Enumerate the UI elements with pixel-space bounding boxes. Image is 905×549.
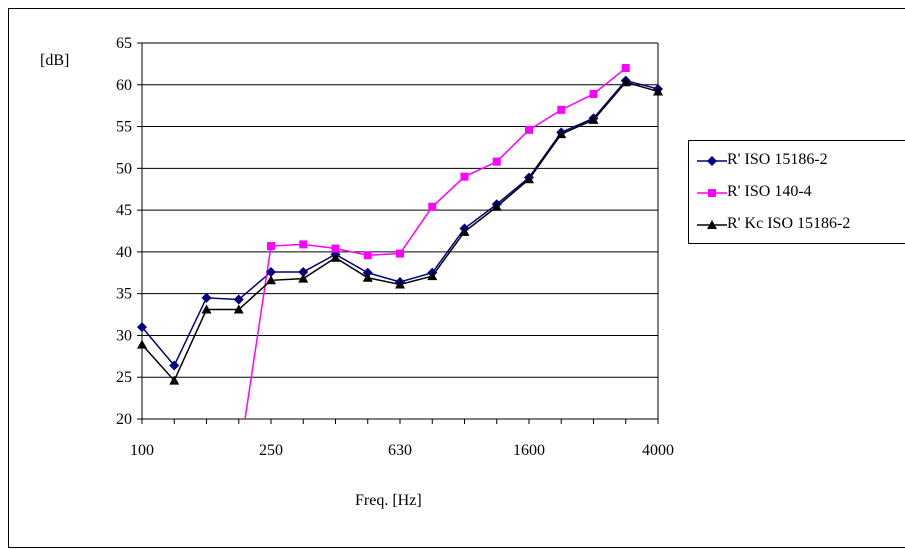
data-point-series-3 (233, 304, 244, 314)
data-point-series-1 (298, 266, 309, 277)
legend: R' ISO 15186-2 R' ISO 140-4 R' Kc ISO 15… (688, 140, 905, 244)
x-tick-label: 100 (130, 442, 154, 459)
data-point-series-1 (201, 292, 212, 303)
data-point-series-2 (492, 157, 501, 166)
x-tick-label: 250 (259, 442, 283, 459)
axes (137, 42, 659, 424)
legend-label-series-2: R' ISO 140-4 (727, 183, 812, 200)
legend-swatch-series-1 (697, 156, 727, 166)
data-point-series-3 (620, 77, 631, 87)
data-point-series-3 (201, 304, 212, 314)
y-tick-label: 25 (116, 369, 132, 386)
data-point-series-3 (427, 271, 438, 281)
data-point-series-2 (363, 251, 372, 260)
legend-label-series-1: R' ISO 15186-2 (727, 151, 828, 168)
data-point-series-2 (396, 249, 404, 258)
y-tick-label: 65 (116, 35, 132, 52)
data-point-series-2 (460, 172, 469, 181)
series-markers (137, 64, 663, 385)
chart-frame: 20 25 30 35 40 45 50 55 60 65 100 250 630 1600 4000 [d… (8, 8, 905, 548)
data-point-series-3 (298, 273, 309, 283)
grid-lines (142, 42, 658, 420)
data-point-series-2 (589, 89, 598, 98)
data-point-series-1 (233, 294, 244, 305)
data-point-series-3 (588, 114, 599, 124)
data-point-series-1 (266, 266, 276, 277)
data-point-series-3 (362, 272, 373, 282)
legend-item-series-1: R' ISO 15186-2 (689, 149, 905, 173)
data-point-series-2 (299, 240, 308, 249)
data-point-series-1 (362, 267, 373, 278)
y-tick-label: 40 (116, 244, 132, 261)
data-point-series-1 (137, 322, 147, 333)
data-point-series-3 (330, 252, 341, 262)
y-tick-label: 20 (116, 411, 132, 428)
y-axis-title: [dB] (40, 52, 69, 69)
y-tick-label: 50 (116, 160, 132, 177)
data-point-series-2 (557, 105, 566, 114)
data-point-series-3 (395, 279, 405, 289)
y-tick-label: 45 (116, 202, 132, 219)
data-point-series-3 (169, 375, 180, 385)
data-point-series-3 (524, 174, 534, 184)
data-point-series-2 (267, 242, 275, 251)
y-tick-label: 60 (116, 77, 132, 94)
data-point-series-1 (169, 360, 180, 371)
data-point-series-3 (266, 275, 276, 285)
legend-item-series-3: R' Kc ISO 15186-2 (689, 213, 905, 237)
data-point-series-3 (137, 339, 147, 349)
legend-swatch-series-2 (697, 189, 727, 197)
y-tick-label: 55 (116, 119, 132, 136)
x-tick-label: 1600 (513, 442, 545, 459)
legend-label-series-3: R' Kc ISO 15186-2 (727, 215, 851, 232)
data-point-series-3 (491, 201, 502, 211)
x-tick-label: 630 (388, 442, 412, 459)
x-tick-label: 4000 (642, 442, 674, 459)
legend-swatch-series-3 (697, 220, 727, 229)
data-point-series-3 (653, 86, 663, 96)
series-line-1 (142, 79, 659, 367)
data-point-series-3 (556, 129, 567, 139)
data-point-series-2 (428, 202, 437, 211)
chart-canvas: 20 25 30 35 40 45 50 55 60 65 100 250 630 1600 4000 [d… (40, 35, 674, 509)
x-axis-title: Freq. [Hz] (355, 492, 422, 509)
legend-item-series-2: R' ISO 140-4 (689, 181, 905, 205)
tick-labels: 20 25 30 35 40 45 50 55 60 65 100 250 630 1600 4000 (116, 35, 674, 459)
y-tick-label: 30 (116, 327, 132, 344)
data-point-series-2 (525, 125, 533, 134)
data-point-series-3 (459, 226, 470, 236)
data-point-series-2 (621, 64, 630, 73)
y-tick-label: 35 (116, 286, 132, 303)
data-point-series-2 (331, 244, 340, 253)
